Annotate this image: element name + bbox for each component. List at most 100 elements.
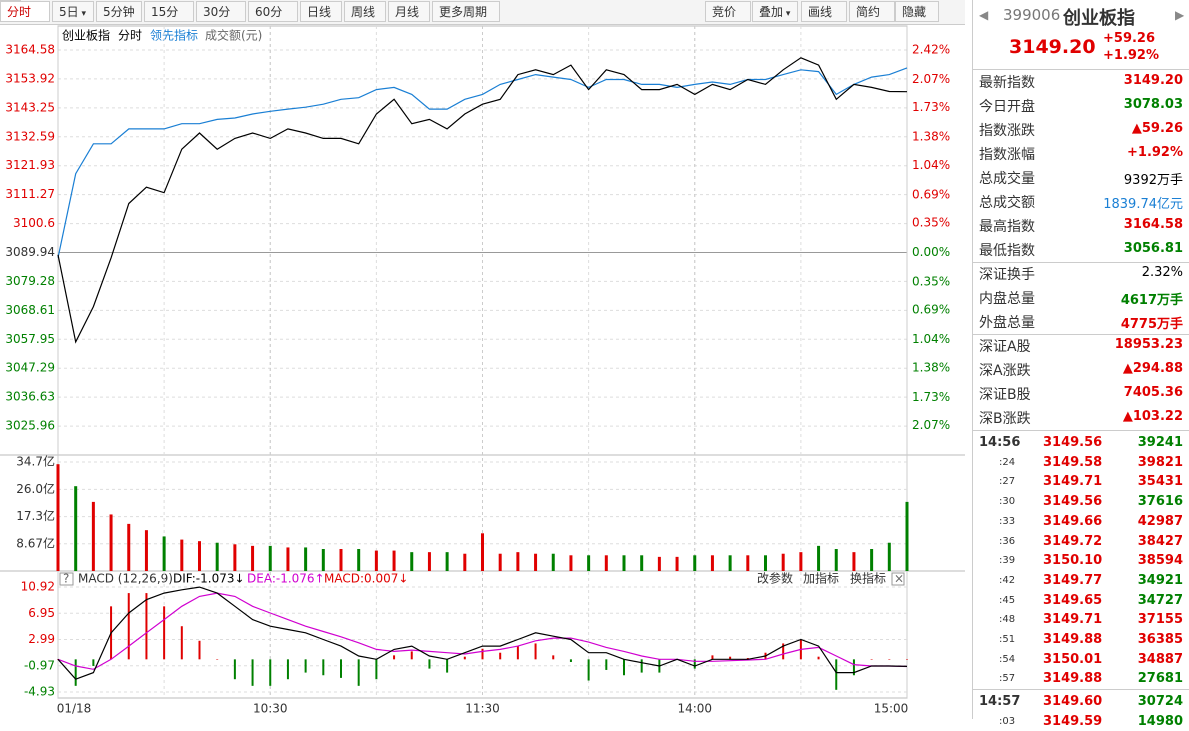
macd-bar [340, 659, 342, 678]
macd-bar [74, 659, 77, 686]
volume-bar [286, 547, 290, 571]
y-tick-label: 3068.61 [5, 303, 55, 317]
close-icon[interactable] [891, 572, 905, 586]
x-tick-label: 14:00 [677, 702, 712, 716]
trade-volume: 14980 [1137, 713, 1183, 729]
period-button[interactable]: 更多周期 ▾ [432, 1, 500, 42]
macd-bar [835, 659, 838, 690]
stat-label: 总成交额 [979, 195, 1035, 211]
trade-time: 14:57 [979, 694, 1021, 710]
y2-tick-label: 1.73% [912, 390, 950, 404]
period-button[interactable]: 日线 [300, 1, 342, 22]
volume-bar [852, 552, 856, 571]
macd-title: MACD (12,26,9) [78, 572, 173, 586]
macd-bar [693, 659, 696, 669]
volume-bar [304, 547, 308, 571]
y-tick-label: 3121.93 [5, 158, 55, 172]
trade-volume: 42987 [1137, 513, 1183, 529]
trade-volume: 34921 [1137, 572, 1183, 588]
macd-bar [233, 659, 236, 680]
line [57, 592, 908, 670]
macd-bar [623, 659, 625, 676]
trade-price: 3149.58 [1043, 454, 1103, 470]
y-tick-label: 3164.58 [5, 43, 55, 57]
period-button[interactable]: 周线 [344, 1, 386, 22]
volume-bar [710, 555, 714, 571]
y2-tick-label: 1.04% [912, 158, 950, 172]
trade-time: :54 [999, 653, 1016, 665]
volume-bar [640, 555, 644, 571]
y-tick-label: -0.97 [24, 658, 55, 672]
y2-tick-label: 0.69% [912, 303, 950, 317]
stat-value: 3149.20 [1123, 73, 1183, 88]
tool-button[interactable]: 简约 [849, 1, 895, 22]
volume-bar [569, 555, 573, 571]
macd-legend: DEA:-1.076↑ [247, 572, 325, 586]
stat-value: 1839.74亿元 [1103, 197, 1183, 212]
indicator-button[interactable]: 加指标 [803, 571, 839, 586]
macd-bar [463, 656, 466, 660]
volume-bar [251, 545, 255, 571]
macd-bar [375, 659, 378, 680]
volume-bar [109, 514, 113, 571]
period-button[interactable]: 5分钟 [96, 1, 142, 22]
tool-button[interactable]: 画线 [801, 1, 847, 22]
stat-value: ▲294.88 [1122, 361, 1183, 376]
macd-bar [251, 659, 254, 686]
tool-button[interactable]: 竞价 [705, 1, 751, 22]
close-icon[interactable]: × [894, 572, 904, 586]
prev-icon[interactable]: ◀ [979, 8, 989, 22]
volume-bar [268, 545, 272, 571]
y-tick-label: 3089.94 [5, 245, 55, 259]
tool-button[interactable]: 叠加 ▾ [752, 1, 798, 22]
y-tick-label: 3111.27 [5, 187, 55, 201]
help-icon[interactable] [59, 572, 74, 586]
volume-bar [445, 552, 449, 571]
line [57, 586, 908, 680]
volume-bar [587, 555, 591, 571]
help-icon[interactable]: ? [63, 572, 69, 586]
macd-bar [499, 652, 502, 660]
volume-bar [74, 486, 78, 571]
y-tick-label: 6.95 [28, 606, 55, 620]
stat-value: ▲59.26 [1131, 121, 1183, 136]
tool-button[interactable]: 隐藏▸▸ [895, 1, 939, 40]
macd-bar [888, 659, 891, 660]
indicator-button[interactable]: 改参数 [757, 571, 793, 586]
volume-bar [817, 545, 821, 571]
y2-tick-label: 0.00% [912, 245, 950, 259]
volume-bar [374, 550, 378, 571]
y-tick-label: 3025.96 [5, 419, 55, 433]
period-button[interactable]: 月线 [388, 1, 430, 22]
trade-volume: 30724 [1137, 694, 1183, 710]
trade-time: :42 [999, 574, 1016, 586]
stat-value: 7405.36 [1123, 385, 1183, 400]
stat-value: 2.32% [1141, 265, 1183, 280]
stat-value: +1.92% [1127, 145, 1183, 160]
stat-label: 今日开盘 [979, 99, 1035, 115]
indicator-button[interactable]: 换指标 [850, 571, 886, 586]
macd-bar [127, 593, 130, 660]
x-tick-label: 15:00 [874, 702, 909, 716]
trade-time: :39 [999, 555, 1016, 567]
volume-bar [764, 555, 767, 571]
stat-value: 4775万手 [1120, 317, 1183, 332]
y-tick-label: 10.92 [21, 580, 55, 594]
stat-label: 最高指数 [979, 219, 1035, 235]
trade-price: 3149.65 [1043, 592, 1103, 608]
stat-label: 深证A股 [979, 339, 1031, 355]
period-button[interactable]: 分时 [0, 1, 50, 22]
y2-tick-label: 1.04% [912, 332, 950, 346]
trade-price: 3149.56 [1043, 435, 1103, 450]
y2-tick-label: 0.69% [912, 187, 950, 201]
period-button[interactable]: 5日 ▾ [52, 1, 94, 22]
sep [973, 334, 1189, 335]
stat-label: 指数涨跌 [979, 123, 1035, 139]
next-icon[interactable]: ▶ [1175, 8, 1185, 22]
trade-price: 3149.56 [1043, 494, 1103, 510]
change: +59.26 [1103, 31, 1156, 46]
trade-price: 3149.59 [1043, 713, 1103, 729]
trade-price: 3150.10 [1043, 553, 1103, 569]
volume-bar [162, 536, 166, 571]
price: 3149.20 [1009, 36, 1096, 58]
